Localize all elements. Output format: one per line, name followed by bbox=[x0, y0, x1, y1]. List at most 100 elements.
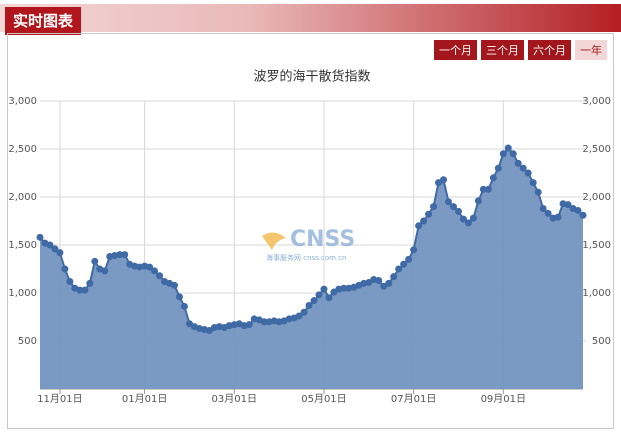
y-tick-label: 1,000 bbox=[8, 288, 37, 299]
marker bbox=[499, 150, 507, 158]
marker bbox=[180, 302, 188, 310]
range-buttons: 一个月 三个月 六个月 一年 bbox=[434, 40, 607, 60]
marker bbox=[529, 179, 537, 187]
marker bbox=[375, 277, 383, 285]
range-button[interactable]: 一个月 bbox=[434, 40, 477, 60]
range-button[interactable]: 一年 bbox=[575, 40, 607, 60]
marker bbox=[469, 214, 477, 222]
area bbox=[40, 148, 583, 389]
marker bbox=[489, 174, 497, 182]
marker bbox=[146, 263, 154, 271]
marker bbox=[449, 203, 457, 211]
x-tick-label: 05月01日 bbox=[301, 393, 346, 405]
y-tick-label: 2,500 bbox=[8, 144, 37, 155]
marker bbox=[519, 164, 527, 172]
marker bbox=[305, 301, 313, 309]
marker bbox=[504, 144, 512, 152]
marker bbox=[459, 215, 467, 223]
marker bbox=[554, 213, 562, 221]
marker bbox=[539, 205, 547, 213]
marker bbox=[245, 321, 253, 329]
x-tick-label: 03月01日 bbox=[212, 393, 257, 405]
marker bbox=[151, 267, 159, 275]
marker bbox=[415, 222, 423, 230]
marker bbox=[175, 293, 183, 301]
marker bbox=[494, 164, 502, 172]
marker bbox=[524, 169, 532, 177]
marker bbox=[156, 272, 164, 280]
marker bbox=[479, 185, 487, 193]
y-tick-label: 1,500 bbox=[8, 240, 37, 251]
y2-tick-label: 2,000 bbox=[582, 192, 611, 203]
y-tick-label: 500 bbox=[18, 336, 37, 347]
marker bbox=[101, 267, 109, 275]
marker bbox=[484, 185, 492, 193]
marker bbox=[121, 251, 129, 259]
watermark-text: 海事服务网 cnss.com.cn bbox=[266, 253, 347, 262]
marker bbox=[315, 291, 323, 299]
header-bar: 实时图表 bbox=[0, 4, 621, 35]
x-tick-label: 01月01日 bbox=[122, 393, 167, 405]
marker bbox=[86, 279, 94, 287]
marker bbox=[509, 150, 517, 158]
marker bbox=[425, 210, 433, 218]
marker bbox=[51, 245, 59, 253]
marker bbox=[454, 207, 462, 215]
marker bbox=[76, 286, 84, 294]
watermark-brand: CNSS bbox=[290, 227, 355, 252]
x-tick-label: 09月01日 bbox=[481, 393, 526, 405]
marker bbox=[66, 277, 74, 285]
marker bbox=[325, 294, 333, 302]
range-button[interactable]: 三个月 bbox=[481, 40, 524, 60]
marker bbox=[390, 273, 398, 281]
marker bbox=[91, 257, 99, 265]
marker bbox=[420, 217, 428, 225]
x-tick-label: 07月01日 bbox=[391, 393, 436, 405]
watermark-icon bbox=[262, 232, 286, 250]
marker bbox=[405, 255, 413, 263]
y-tick-label: 3,000 bbox=[8, 96, 37, 107]
marker bbox=[514, 159, 522, 167]
header-title: 实时图表 bbox=[5, 7, 82, 35]
marker bbox=[171, 281, 179, 289]
x-tick-label: 11月01日 bbox=[37, 393, 82, 405]
marker bbox=[544, 209, 552, 217]
marker bbox=[56, 249, 64, 257]
y2-tick-label: 3,000 bbox=[582, 96, 611, 107]
marker bbox=[395, 265, 403, 273]
marker bbox=[385, 279, 393, 287]
marker bbox=[116, 251, 124, 259]
y2-tick-label: 1,000 bbox=[582, 288, 611, 299]
y2-tick-label: 1,500 bbox=[582, 240, 611, 251]
marker bbox=[534, 188, 542, 196]
chart-frame bbox=[7, 33, 614, 429]
chart-title: 波罗的海干散货指数 bbox=[253, 69, 370, 85]
marker bbox=[579, 211, 587, 219]
marker bbox=[564, 201, 572, 209]
marker bbox=[260, 318, 268, 326]
y2-tick-label: 2,500 bbox=[582, 144, 611, 155]
marker bbox=[320, 285, 328, 293]
marker bbox=[300, 308, 308, 316]
marker bbox=[410, 246, 418, 254]
marker bbox=[440, 176, 448, 184]
marker bbox=[46, 241, 54, 249]
marker bbox=[444, 198, 452, 206]
marker bbox=[81, 286, 89, 294]
marker bbox=[61, 265, 69, 273]
marker bbox=[474, 197, 482, 205]
y-tick-label: 2,000 bbox=[8, 192, 37, 203]
marker bbox=[36, 233, 44, 241]
marker bbox=[430, 203, 438, 211]
marker bbox=[340, 284, 348, 292]
marker bbox=[295, 312, 303, 320]
marker bbox=[464, 219, 472, 227]
range-button[interactable]: 六个月 bbox=[528, 40, 571, 60]
marker bbox=[574, 206, 582, 214]
marker bbox=[400, 260, 408, 268]
marker bbox=[310, 297, 318, 305]
y2-tick-label: 500 bbox=[592, 336, 611, 347]
